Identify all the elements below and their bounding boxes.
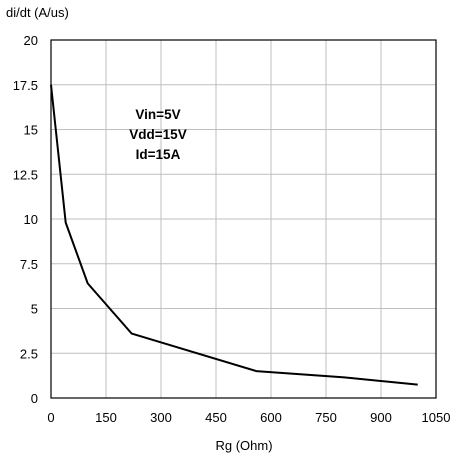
y-tick-label: 17.5 (13, 78, 38, 93)
x-tick-label: 1050 (422, 410, 451, 425)
x-tick-label: 300 (150, 410, 172, 425)
x-tick-label: 750 (315, 410, 337, 425)
annotation-vin: Vin=5V (135, 107, 180, 122)
series-layer (50, 84, 418, 386)
x-tick-label: 900 (370, 410, 392, 425)
x-tick-label: 600 (260, 410, 282, 425)
x-tick-labels: 0 150 300 450 600 750 900 1050 (47, 410, 450, 425)
y-tick-label: 15 (24, 123, 38, 138)
y-tick-label: 5 (31, 302, 38, 317)
annotation-box: Vin=5V Vdd=15V Id=15A (129, 107, 186, 162)
y-tick-label: 20 (24, 33, 38, 48)
x-tick-label: 150 (95, 410, 117, 425)
x-tick-label: 450 (205, 410, 227, 425)
annotation-id: Id=15A (136, 147, 181, 162)
annotation-vdd: Vdd=15V (129, 127, 186, 142)
y-axis-label: di/dt (A/us) (6, 5, 69, 20)
x-axis-label: Rg (Ohm) (215, 438, 272, 453)
y-tick-label: 7.5 (20, 257, 38, 272)
series-line (50, 84, 418, 386)
x-tick-label: 0 (47, 410, 54, 425)
plot-frame (50, 39, 437, 399)
y-tick-label: 2.5 (20, 346, 38, 361)
y-tick-label: 0 (31, 391, 38, 406)
y-tick-label: 10 (24, 212, 38, 227)
y-tick-labels: 0 2.5 5 7.5 10 12.5 15 17.5 20 (13, 33, 38, 406)
y-tick-label: 12.5 (13, 167, 38, 182)
grid-lines (51, 40, 436, 398)
